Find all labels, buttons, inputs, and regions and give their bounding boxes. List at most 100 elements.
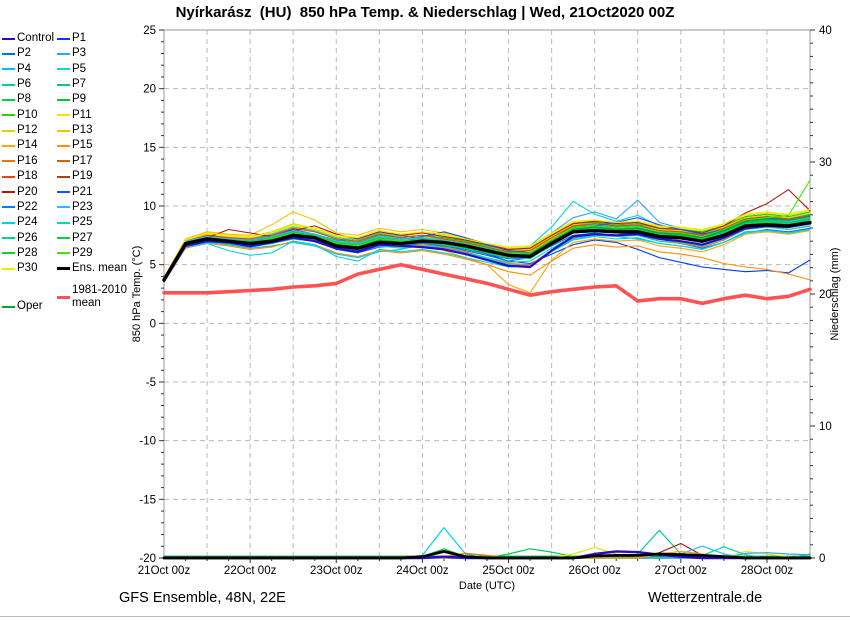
legend-item: P22 (2, 201, 37, 214)
legend-label: P15 (72, 139, 93, 152)
x-tick-label: 28Oct 00z (741, 565, 794, 577)
legend: Control P2 P4 P6 P8 P10 P12 P14 P16 P18 P20 P22 P24 P… (0, 0, 160, 330)
legend-label: Ens. mean (72, 262, 127, 275)
legend-label: P19 (72, 170, 93, 183)
legend-label: P25 (72, 216, 93, 229)
x-axis-title: Date (UTC) (458, 580, 516, 592)
chart-title: Nyírkarász (HU) 850 hPa Temp. & Niedersc… (175, 4, 675, 21)
legend-label: P3 (72, 47, 87, 60)
legend-item: P17 (57, 155, 92, 168)
legend-label: P11 (72, 108, 92, 121)
legend-swatch (2, 191, 15, 193)
legend-item: P11 (57, 109, 92, 122)
legend-item: P30 (2, 262, 37, 275)
y-right-tick-label: 0 (819, 553, 825, 565)
x-tick-label: 21Oct 00z (138, 565, 191, 577)
legend-label: P28 (17, 246, 38, 259)
legend-label: Control (17, 32, 55, 44)
legend-item: P21 (57, 186, 92, 199)
legend-swatch (2, 129, 15, 132)
legend-swatch (2, 98, 15, 101)
legend-label: P5 (72, 62, 87, 75)
legend-item: P20 (2, 186, 37, 199)
legend-swatch (57, 114, 70, 117)
x-tick-label: 26Oct 00z (568, 565, 621, 577)
legend-swatch (2, 144, 15, 147)
legend-swatch (2, 37, 15, 40)
y-right-tick-label: 40 (819, 25, 832, 37)
legend-swatch (57, 191, 70, 193)
legend-label: P9 (72, 93, 87, 106)
legend-item: P4 (2, 63, 31, 76)
y-left-tick-label: 10 (143, 201, 156, 213)
legend-swatch (57, 52, 70, 55)
legend-swatch (2, 267, 15, 270)
legend-item: P24 (2, 216, 37, 229)
y-left-tick-label: -10 (139, 436, 156, 448)
legend-swatch (57, 295, 70, 299)
legend-label: P13 (72, 124, 93, 137)
legend-swatch (2, 68, 15, 71)
legend-swatch (2, 114, 15, 117)
legend-item: P14 (2, 139, 37, 152)
ensemble-mean-line (162, 220, 812, 282)
legend-item: P26 (2, 232, 37, 245)
legend-swatch (2, 52, 15, 55)
legend-item: P15 (57, 139, 92, 152)
member-temp-P30 (163, 208, 811, 279)
legend-label: P2 (17, 47, 32, 60)
legend-swatch (57, 267, 70, 271)
legend-label: P30 (17, 262, 38, 275)
legend-item: Ens. mean (57, 262, 127, 275)
precip-P26 (163, 529, 811, 559)
x-tick-label: 27Oct 00z (655, 565, 708, 577)
y-left-tick-label: 0 (150, 318, 156, 330)
legend-label: P14 (17, 139, 38, 152)
y-left-tick-label: 15 (143, 142, 156, 154)
legend-swatch (2, 83, 15, 86)
y-left-tick-label: -20 (139, 553, 156, 565)
climate-mean-line (162, 262, 812, 306)
y-left-tick-label: -5 (146, 377, 156, 389)
legend-swatch (57, 129, 70, 132)
legend-item: P1 (57, 32, 86, 45)
legend-item: P10 (2, 109, 37, 122)
legend-item: 1981-2010 mean (57, 284, 127, 310)
legend-label: P29 (72, 246, 93, 259)
legend-item: P18 (2, 170, 37, 183)
legend-item: P3 (57, 47, 86, 60)
legend-label: P12 (17, 124, 38, 137)
legend-swatch (2, 237, 15, 240)
legend-label: P6 (17, 78, 32, 91)
y-right-tick-label: 20 (819, 289, 832, 301)
legend-swatch (2, 160, 15, 163)
y-left-axis-title: 850 hPa Temp. (°C) (131, 245, 143, 343)
legend-label: P7 (72, 78, 87, 91)
legend-swatch (57, 37, 70, 40)
legend-label: P27 (72, 231, 93, 244)
legend-swatch (57, 144, 70, 147)
legend-label: P22 (17, 200, 38, 213)
y-left-tick-label: 5 (150, 260, 156, 272)
y-left-tick-label: -15 (139, 494, 156, 506)
legend-swatch (57, 175, 70, 178)
legend-item: Control (2, 32, 54, 45)
legend-item: Oper (2, 300, 43, 313)
legend-swatch (2, 206, 15, 209)
legend-item: P29 (57, 247, 92, 260)
member-temp-P18 (163, 214, 811, 279)
legend-label: P16 (17, 154, 38, 167)
legend-swatch (57, 83, 70, 86)
legend-item: P5 (57, 63, 86, 76)
x-tick-label: 22Oct 00z (224, 565, 277, 577)
legend-item: P8 (2, 93, 31, 106)
legend-swatch (57, 206, 70, 209)
legend-swatch (2, 252, 15, 255)
legend-item: P13 (57, 124, 92, 137)
member-temp-P15 (163, 240, 811, 283)
x-tick-label: 24Oct 00z (396, 565, 449, 577)
footer-site-label: Wetterzentrale.de (648, 590, 763, 606)
legend-label: P1 (72, 32, 87, 44)
